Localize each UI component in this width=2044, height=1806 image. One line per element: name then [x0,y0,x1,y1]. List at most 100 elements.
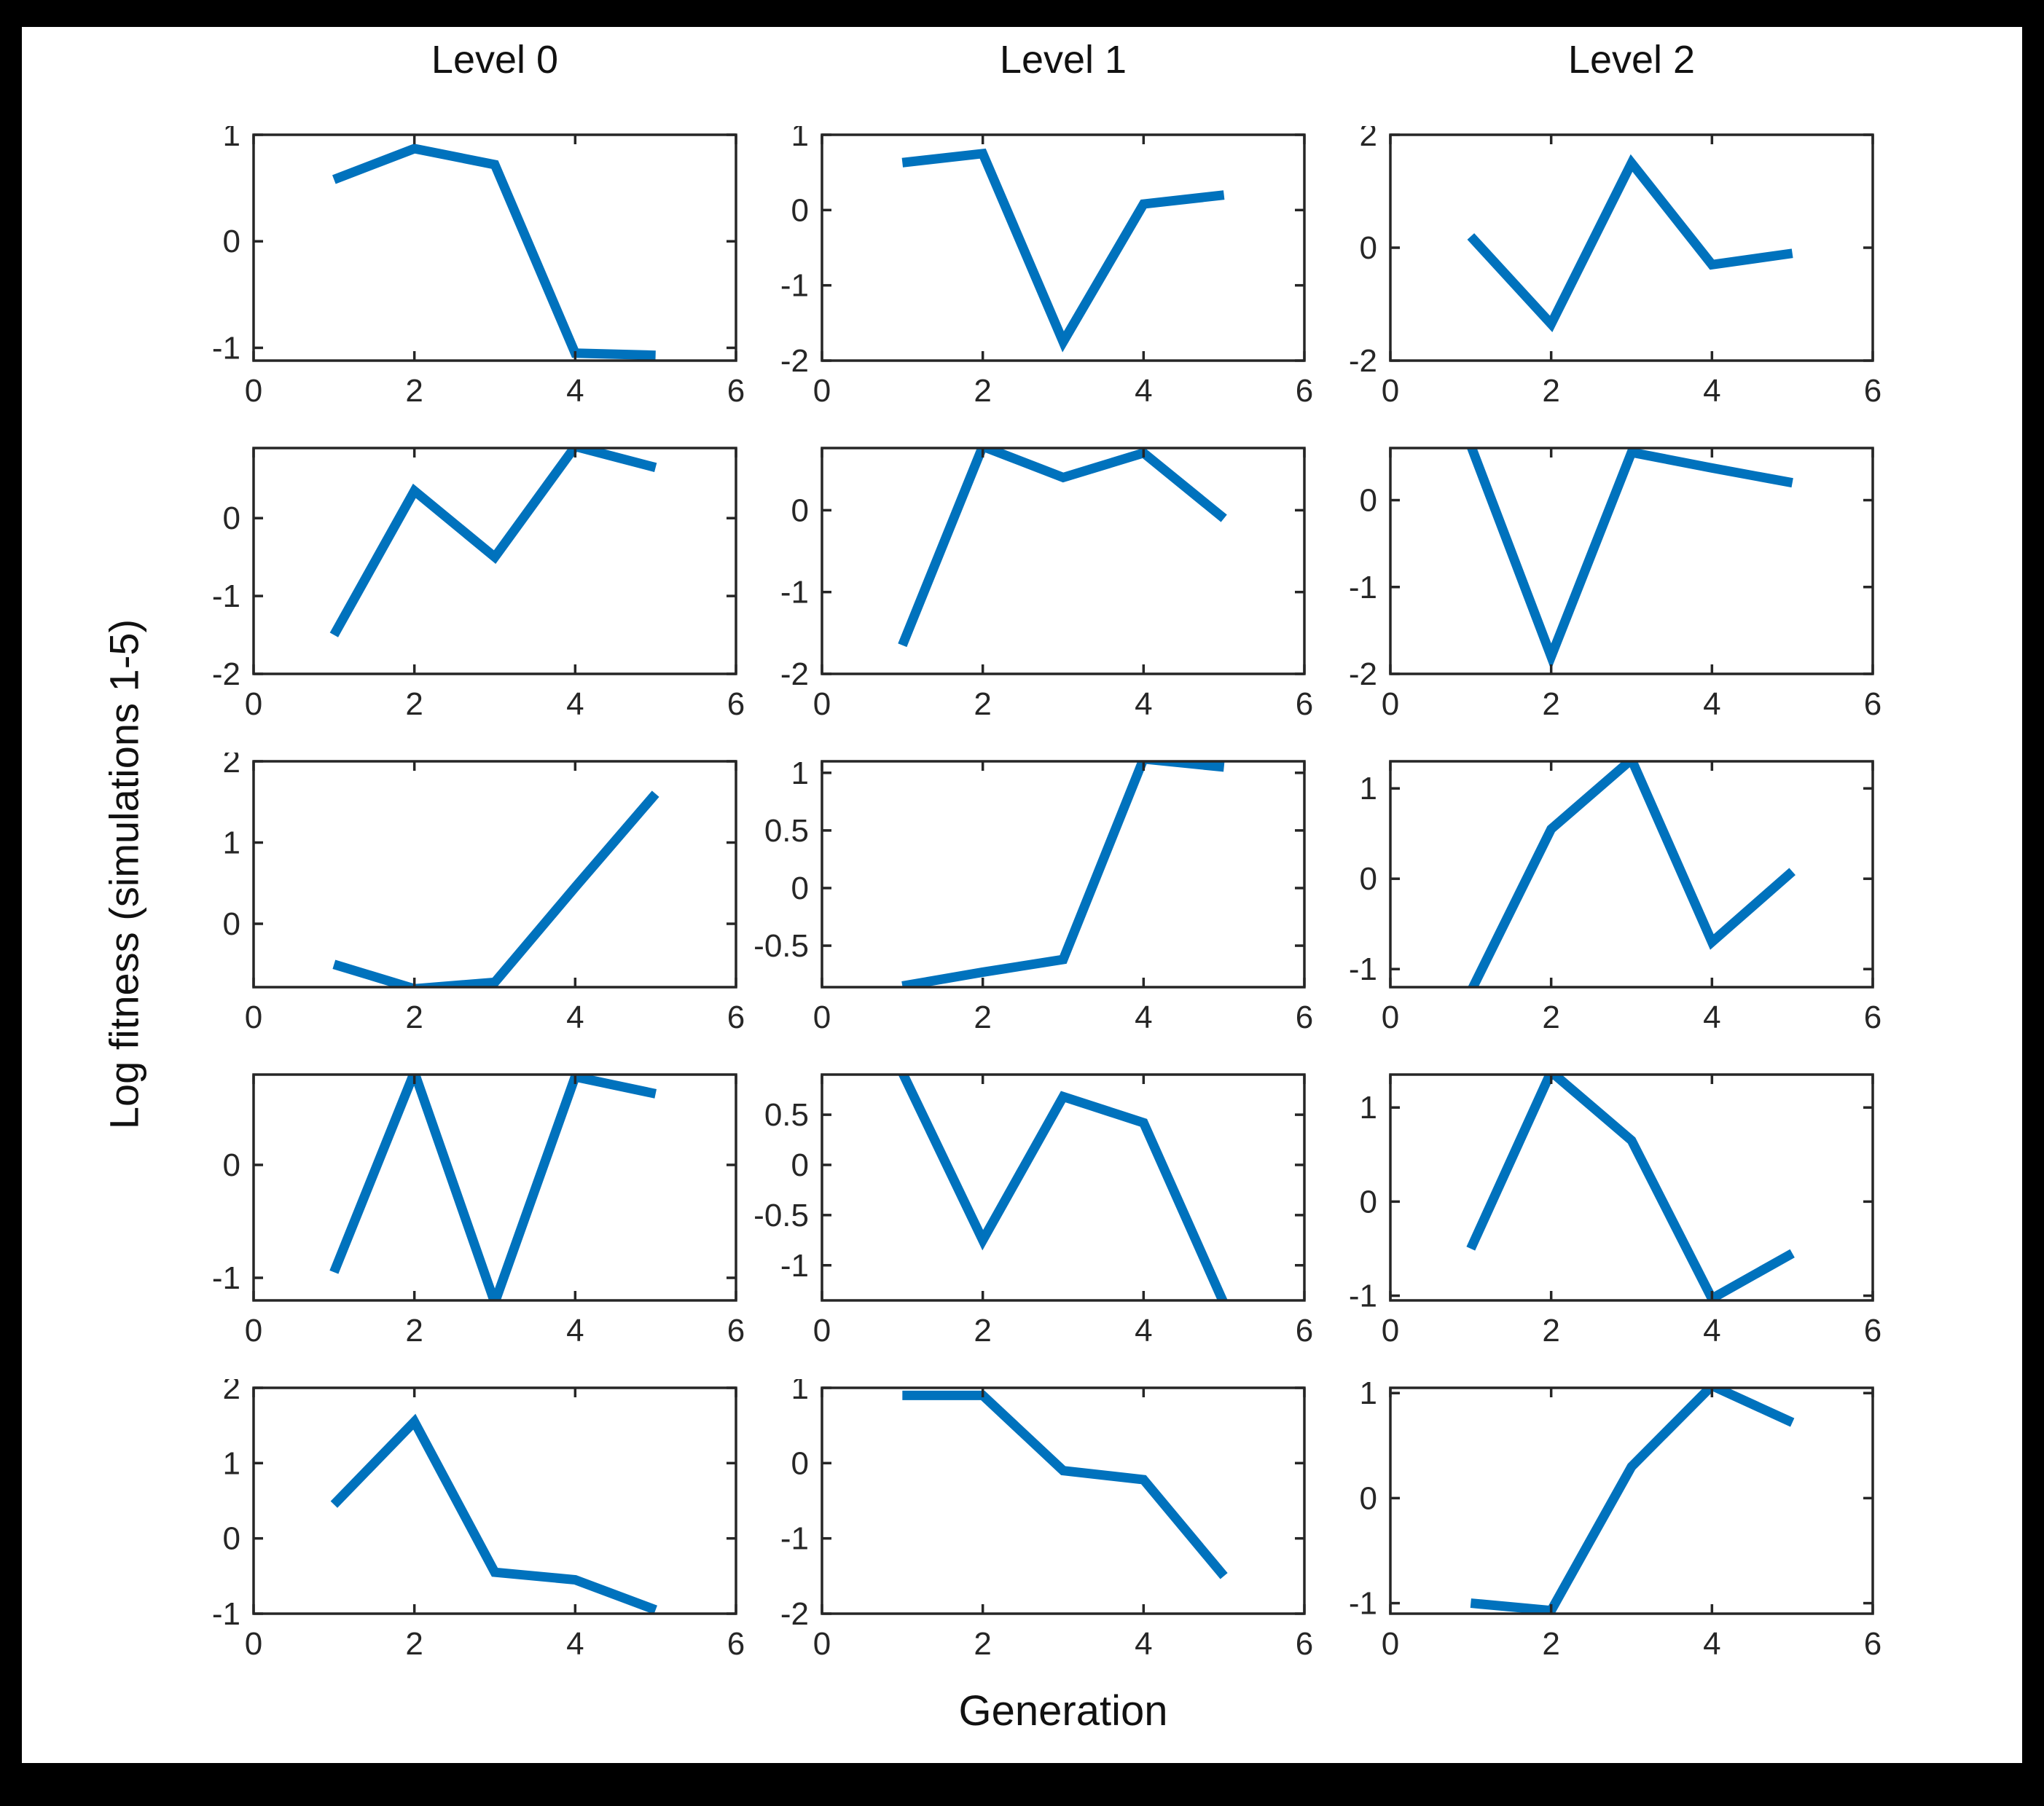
y-tick-label: 0 [223,224,240,259]
y-tick-label: -0.5 [753,928,809,964]
y-tick-label: -2 [1349,343,1377,379]
axis-box [252,133,737,362]
x-tick-label: 6 [1296,373,1313,409]
y-tick-label: 0 [223,500,240,536]
y-tick-label: 0.5 [764,813,809,849]
x-tick-label: 0 [813,1626,831,1662]
x-tick-label: 4 [1703,1626,1720,1662]
column-title-level-1: Level 1 [999,38,1127,82]
y-tick-label: 1 [223,126,240,153]
subplot-level2-sim1: 0 2 4 6 2 0 -2 [1317,126,1893,417]
fitness-line [332,790,659,987]
x-tick-label: 6 [1864,1626,1882,1662]
subplot-level1-sim5: 0 2 4 6 1 0 -1 -2 [749,1379,1325,1670]
subplot-level0-sim2: 0 2 4 6 0 -1 -2 [181,439,756,731]
subplot-level2-sim4: 0 2 4 6 1 0 -1 [1317,1066,1893,1357]
x-tick-label: 2 [1542,1313,1559,1348]
fitness-line [902,1390,1228,1579]
axis-box [1389,760,1874,989]
x-tick-label: 0 [813,373,831,409]
x-tick-label: 0 [245,1313,262,1348]
y-tick-label: 0 [1360,230,1377,266]
y-tick-label: -1 [1349,1586,1377,1622]
y-tick-label: 0 [791,192,809,228]
fitness-line [1467,154,1793,332]
x-tick-label: 0 [813,1313,831,1348]
x-tick-label: 6 [1296,1626,1313,1662]
chart-svg-level2-sim3: 0 2 4 610-1 [1349,760,1882,1035]
x-tick-label: 6 [727,1626,745,1662]
chart-svg-level1-sim1: 0 2 4 6 1 0 -1 -2 [780,126,1313,409]
y-tick-label: 1 [791,755,809,791]
x-tick-label: 4 [1703,373,1720,409]
axis-box [821,1073,1306,1302]
column-title-level-2: Level 2 [1567,38,1696,82]
x-tick-label: 0 [245,1000,262,1035]
y-tick-label: 1 [223,825,240,861]
subplot-level2-sim5: 0 2 4 6 1 0 -1 [1317,1379,1893,1670]
y-tick-label: -1 [212,578,240,614]
x-tick-label: 0 [245,373,262,409]
y-axis-label: Log fitness (simulations 1-5) [101,619,147,1130]
chart-svg-level2-sim5: 0 2 4 610-1 [1349,1379,1882,1662]
x-tick-label: 4 [1135,686,1152,722]
x-tick-label: 0 [1382,1000,1399,1035]
x-tick-label: 4 [1703,1313,1720,1348]
x-tick-label: 2 [1542,686,1559,722]
x-tick-label: 4 [1703,1000,1720,1035]
y-tick-label: -2 [780,1596,809,1632]
x-tick-label: 2 [1542,373,1559,409]
y-tick-label: -2 [1349,656,1377,692]
y-tick-label: 1 [1360,1379,1377,1411]
x-tick-label: 6 [1864,373,1882,409]
x-tick-label: 2 [974,373,991,409]
fitness-line [329,448,657,637]
y-tick-label: 0 [791,1147,809,1183]
x-tick-label: 6 [1296,1313,1313,1348]
chart-svg-level0-sim4: 0 2 4 60-1 [212,1073,745,1348]
subplot-level0-sim4: 0 2 4 6 0 -1 [181,1066,756,1357]
subplot-level1-sim2: 0 2 4 6 0 -1 -2 [749,439,1325,731]
fitness-line [901,761,1225,987]
fitness-line [1466,448,1793,670]
chart-svg-level1-sim2: 0 2 4 6 0 -1 -2 [780,447,1313,722]
y-tick-label: 0 [791,492,809,528]
x-tick-label: 2 [405,1626,423,1662]
x-tick-label: 0 [1382,1313,1399,1348]
subplot-level2-sim3: 0 2 4 6 1 0 -1 [1317,753,1893,1044]
fitness-line [1466,1075,1795,1300]
y-tick-label: -1 [1349,1279,1377,1314]
subplot-level1-sim4: 0 2 4 6 0.5 0 -0.5 -1 [749,1066,1325,1357]
y-tick-label: 0 [1360,1184,1377,1220]
subplot-level0-sim3: 0 2 4 6 2 1 0 [181,753,756,1044]
fitness-line [898,1075,1228,1300]
subplot-level0-sim5: 0 2 4 6 2 1 0 -1 [181,1379,756,1670]
y-tick-label: 1 [1360,771,1377,806]
axis-box [252,1073,737,1302]
y-tick-label: -1 [212,330,240,366]
x-tick-label: 2 [974,1626,991,1662]
axis-box [1389,1073,1874,1302]
x-tick-label: 6 [1864,1000,1882,1035]
x-tick-label: 6 [727,686,745,722]
y-tick-label: -2 [212,656,240,692]
x-tick-label: 4 [566,373,584,409]
y-tick-label: -2 [780,343,809,379]
axis-box [252,1386,737,1615]
fitness-line [332,144,656,361]
y-tick-label: 0 [223,1147,240,1183]
axis-box [252,760,737,989]
fitness-line [901,148,1225,353]
chart-svg-level0-sim1: 0 2 4 610-1 [212,126,745,409]
x-tick-label: 6 [727,1313,745,1348]
subplot-level2-sim2: 0 2 4 6 0 -1 -2 [1317,439,1893,731]
y-tick-label: -1 [1349,570,1377,605]
y-tick-label: 0.5 [764,1097,809,1133]
y-tick-label: 0 [791,871,809,906]
y-tick-label: 0 [1360,861,1377,897]
x-tick-label: 6 [727,1000,745,1035]
chart-svg-level2-sim1: 0 2 4 620-2 [1349,126,1882,409]
chart-svg-level1-sim4: 0 2 4 6 0.5 0 -0.5 -1 [753,1073,1313,1348]
y-tick-label: -1 [780,1248,809,1284]
x-tick-label: 2 [974,1000,991,1035]
